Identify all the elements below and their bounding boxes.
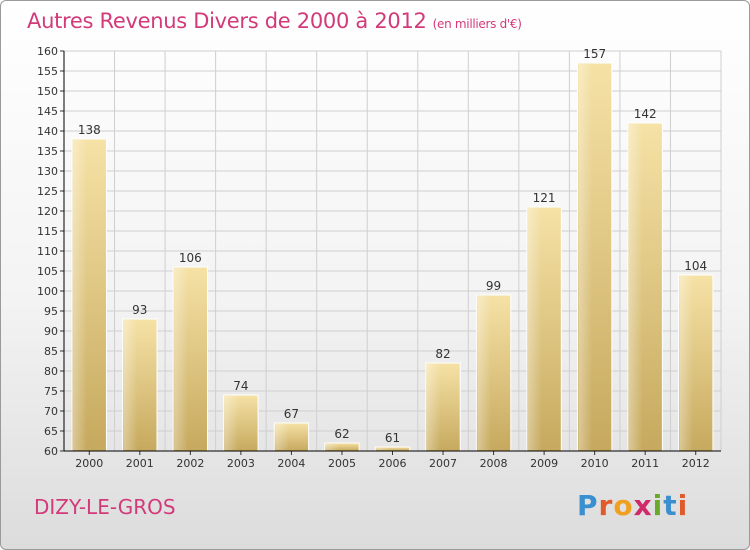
y-tick-label: 115 <box>37 225 58 238</box>
data-label-2001: 93 <box>132 303 147 317</box>
x-tick-label-2008: 2008 <box>480 457 508 470</box>
bar-highlight <box>123 320 138 450</box>
bar-highlight <box>73 140 87 450</box>
x-tick-label-2005: 2005 <box>328 457 356 470</box>
chart-subtitle: (en milliers d'€) <box>432 17 522 31</box>
data-label-2008: 99 <box>486 279 501 293</box>
logo-letter: o <box>613 489 634 522</box>
logo-letter: t <box>663 489 678 522</box>
logo-letter: P <box>577 489 599 522</box>
y-tick-label: 90 <box>44 325 58 338</box>
data-label-2004: 67 <box>284 407 299 421</box>
logo-letter: r <box>598 489 614 522</box>
x-tick-label-2002: 2002 <box>176 457 204 470</box>
bar-highlight <box>629 124 643 450</box>
y-tick-label: 155 <box>37 65 58 78</box>
data-label-2006: 61 <box>385 431 400 445</box>
bar-highlight <box>477 296 492 450</box>
logo-letter: i <box>652 489 664 522</box>
logo-letter: x <box>633 489 653 522</box>
y-tick-label: 95 <box>44 305 58 318</box>
bar-highlight <box>527 208 542 450</box>
y-tick-label: 120 <box>37 205 58 218</box>
y-tick-label: 105 <box>37 265 58 278</box>
bar-highlight <box>376 448 391 450</box>
bar-highlight <box>325 444 340 450</box>
data-label-2009: 121 <box>533 191 556 205</box>
y-tick-label: 65 <box>44 425 58 438</box>
data-label-2011: 142 <box>634 107 657 121</box>
x-tick-label-2010: 2010 <box>581 457 609 470</box>
y-tick-label: 135 <box>37 145 58 158</box>
town-name: DIZY-LE-GROS <box>34 495 176 519</box>
x-tick-label-2000: 2000 <box>75 457 103 470</box>
y-tick-label: 130 <box>37 165 58 178</box>
x-tick-label-2003: 2003 <box>227 457 255 470</box>
y-tick-label: 60 <box>44 445 58 458</box>
bar-highlight <box>224 396 239 450</box>
x-tick-label-2011: 2011 <box>631 457 659 470</box>
y-tick-label: 160 <box>37 45 58 58</box>
x-tick-label-2004: 2004 <box>277 457 305 470</box>
y-tick-label: 140 <box>37 125 58 138</box>
data-label-2005: 62 <box>334 427 349 441</box>
data-label-2010: 157 <box>583 47 606 61</box>
y-tick-label: 85 <box>44 345 58 358</box>
bar-highlight <box>174 268 188 450</box>
data-label-2007: 82 <box>435 347 450 361</box>
bar-highlight <box>679 276 694 450</box>
x-tick-label-2001: 2001 <box>126 457 154 470</box>
x-tick-label-2007: 2007 <box>429 457 457 470</box>
data-label-2002: 106 <box>179 251 202 265</box>
y-tick-label: 100 <box>37 285 58 298</box>
x-tick-label-2009: 2009 <box>530 457 558 470</box>
data-label-2003: 74 <box>233 379 248 393</box>
y-tick-label: 110 <box>37 245 58 258</box>
data-label-2012: 104 <box>684 259 707 273</box>
bar-highlight <box>426 364 441 450</box>
y-tick-label: 75 <box>44 385 58 398</box>
logo-letter: i <box>677 489 689 522</box>
y-tick-label: 70 <box>44 405 58 418</box>
bar-highlight <box>275 424 289 450</box>
y-tick-label: 150 <box>37 85 58 98</box>
y-tick-label: 145 <box>37 105 58 118</box>
y-tick-label: 125 <box>37 185 58 198</box>
y-tick-label: 80 <box>44 365 58 378</box>
chart-title-text: Autres Revenus Divers de 2000 à 2012 <box>27 9 427 33</box>
chart-title: Autres Revenus Divers de 2000 à 2012 (en … <box>27 9 522 33</box>
x-tick-label-2006: 2006 <box>379 457 407 470</box>
proxiti-logo: Proxiti <box>577 489 688 522</box>
x-tick-label-2012: 2012 <box>682 457 710 470</box>
data-label-2000: 138 <box>78 123 101 137</box>
bar-highlight <box>578 64 593 450</box>
